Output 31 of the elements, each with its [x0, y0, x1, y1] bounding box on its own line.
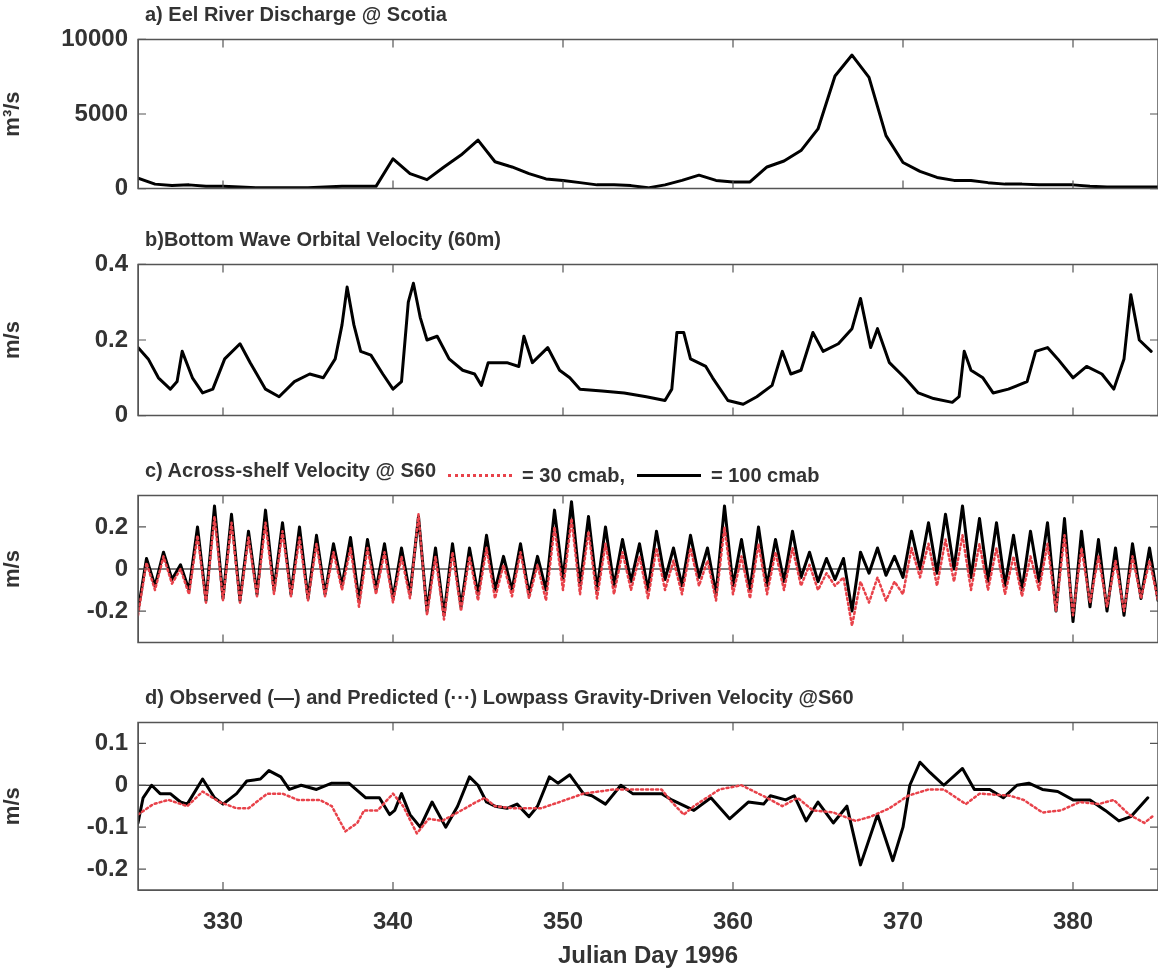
- x-tick-label: 330: [202, 907, 244, 935]
- y-tick-label: 5000: [74, 98, 128, 126]
- chart-title: d) Observed (—) and Predicted (···) Lowpass Gravity-Driven Velocity @S60: [145, 686, 854, 708]
- x-tick-label: 350: [542, 907, 584, 935]
- legend-label: = 100 cmab: [710, 464, 820, 487]
- y-tick-label: 0: [114, 173, 128, 201]
- chart-title: c) Across-shelf Velocity @ S60: [145, 459, 437, 481]
- y-tick-label: 0.1: [94, 727, 128, 755]
- x-tick-label: 360: [712, 907, 754, 935]
- x-tick-label: 340: [372, 907, 414, 935]
- line-series: [138, 784, 1156, 835]
- chart-title: b)Bottom Wave Orbital Velocity (60m): [145, 228, 501, 250]
- x-tick-label: 380: [1052, 907, 1094, 935]
- x-tick-label: 370: [882, 907, 924, 935]
- y-axis-title: m³/s: [0, 91, 25, 137]
- y-axis-title: m/s: [0, 321, 25, 359]
- y-tick-label: -0.2: [86, 595, 128, 623]
- x-axis-title: Julian Day 1996: [557, 941, 739, 969]
- y-tick-label: 0.2: [94, 324, 128, 352]
- y-tick-label: -0.2: [86, 853, 128, 881]
- y-tick-label: 0: [114, 400, 128, 428]
- legend-label: = 30 cmab,: [522, 464, 625, 487]
- y-tick-label: 10000: [61, 24, 128, 52]
- y-tick-label: 0: [114, 769, 128, 797]
- chart-title: a) Eel River Discharge @ Scotia: [145, 3, 447, 25]
- y-axis-title: m/s: [0, 787, 25, 826]
- y-tick-label: 0: [114, 553, 128, 581]
- y-tick-label: 0.4: [94, 249, 129, 277]
- y-tick-label: 0.2: [94, 511, 128, 539]
- y-tick-label: -0.1: [86, 811, 128, 839]
- y-axis-title: m/s: [0, 550, 25, 588]
